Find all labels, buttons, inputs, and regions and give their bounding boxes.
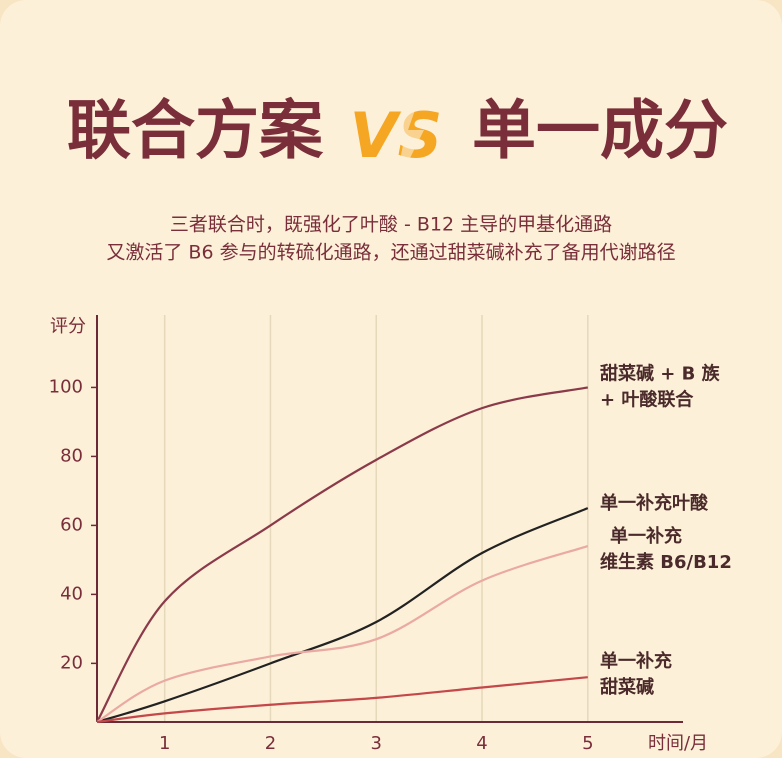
- series-line: [96, 676, 588, 724]
- x-tick-label: 3: [371, 733, 382, 754]
- x-tick-label: 2: [265, 733, 276, 754]
- series-label: 维生素 B6/B12: [600, 551, 732, 573]
- series-label: 单一补充叶酸: [600, 492, 709, 514]
- series-label: + 叶酸联合: [600, 388, 694, 410]
- x-tick-label: 5: [582, 733, 593, 754]
- series-label: 单一补充: [610, 525, 682, 547]
- y-tick-label: 80: [60, 445, 83, 466]
- title-right: 单一成分: [472, 95, 728, 169]
- x-axis-label: 时间/月: [648, 733, 708, 754]
- y-tick-label: 60: [60, 514, 83, 535]
- title-left: 联合方案: [67, 95, 324, 169]
- series-line: [96, 507, 589, 724]
- y-axis-label: 评分: [50, 316, 86, 337]
- series-label: 单一补充: [600, 650, 672, 672]
- y-tick-label: 40: [60, 583, 83, 604]
- series-line: [96, 545, 589, 723]
- y-tick-label: 20: [60, 652, 83, 673]
- subtitle: 三者联合时，既强化了叶酸 - B12 主导的甲基化通路: [170, 214, 612, 236]
- x-tick-label: 1: [159, 733, 170, 754]
- x-tick-label: 4: [476, 733, 487, 754]
- y-tick-label: 100: [49, 376, 83, 397]
- vs-bolt: [388, 96, 424, 190]
- subtitle: 又激活了 B6 参与的转硫化通路，还通过甜菜碱补充了备用代谢路径: [106, 242, 675, 264]
- series-line: [96, 386, 589, 723]
- series-label: 甜菜碱 + B 族: [600, 362, 721, 384]
- series-label: 甜菜碱: [600, 676, 654, 698]
